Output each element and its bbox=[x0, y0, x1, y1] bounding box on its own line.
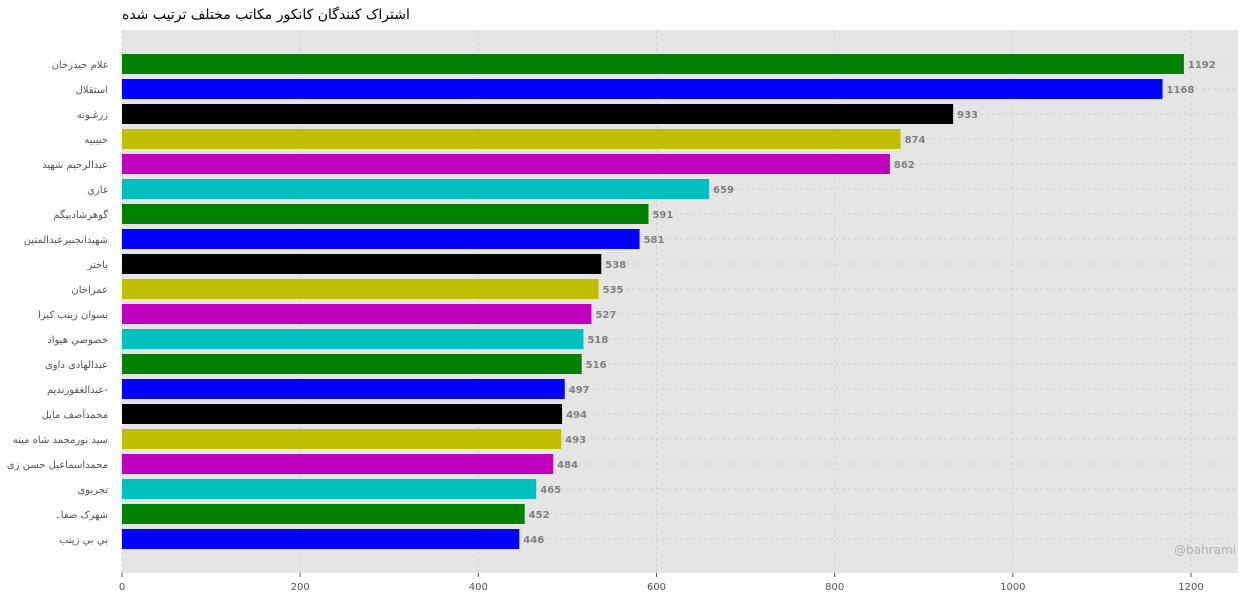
value-label: 518 bbox=[587, 335, 608, 346]
category-label: عبدالغفورندیم- bbox=[47, 385, 108, 396]
value-label: 494 bbox=[566, 410, 587, 421]
value-label: 465 bbox=[540, 485, 561, 496]
category-label: محمدآصف مایل bbox=[42, 408, 108, 421]
value-label: 516 bbox=[586, 360, 607, 371]
value-label: 862 bbox=[894, 160, 915, 171]
category-label: نسوان زینب کبرا bbox=[38, 310, 108, 321]
x-tick-label: 200 bbox=[291, 582, 310, 593]
value-label: 484 bbox=[557, 460, 578, 471]
category-label: غازي bbox=[87, 185, 108, 196]
value-label: 659 bbox=[713, 185, 734, 196]
bar bbox=[122, 279, 599, 299]
value-labels: 1192 1168 933 874 862 659 591 581 538 535 527 518 51… bbox=[523, 60, 1215, 546]
value-label: 527 bbox=[595, 310, 616, 321]
bar bbox=[122, 504, 525, 524]
value-label: 1192 bbox=[1188, 60, 1216, 71]
category-label: شهرک صفا۔ bbox=[55, 510, 108, 521]
x-tick-label: 1200 bbox=[1178, 582, 1203, 593]
bar bbox=[122, 204, 649, 224]
bar bbox=[122, 329, 584, 349]
category-label: زرغـونه bbox=[77, 110, 108, 121]
category-label: محمداسماعیل حسن زی bbox=[7, 460, 108, 471]
value-label: 446 bbox=[523, 535, 544, 546]
bar bbox=[122, 379, 565, 399]
bar bbox=[122, 479, 537, 499]
x-tick-label: 800 bbox=[825, 582, 844, 593]
chart-title: اشتراک کنندگان کانکور مکاتب مختلف ترتیب … bbox=[122, 6, 410, 23]
value-label: 591 bbox=[652, 210, 673, 221]
category-label: تجربوی bbox=[77, 485, 108, 496]
bar bbox=[122, 404, 563, 424]
bars bbox=[122, 54, 1184, 549]
category-label: استقلال bbox=[76, 85, 108, 96]
bar bbox=[122, 129, 901, 149]
category-label: سید نورمحمد شاه مینه bbox=[13, 435, 108, 446]
bar bbox=[122, 529, 520, 549]
category-label: شهیدانجنیرعبدالمتین bbox=[24, 235, 108, 246]
x-axis-ticks: 0 200 400 600 800 1000 1200 bbox=[119, 573, 1204, 593]
value-label: 535 bbox=[603, 285, 624, 296]
x-tick-label: 600 bbox=[647, 582, 666, 593]
bar bbox=[122, 79, 1163, 99]
category-label: باختر bbox=[86, 260, 108, 271]
bar bbox=[122, 154, 890, 174]
category-label: عمراخان bbox=[71, 285, 108, 296]
bar bbox=[122, 429, 562, 449]
bar bbox=[122, 229, 640, 249]
value-label: 538 bbox=[605, 260, 626, 271]
value-label: 933 bbox=[957, 110, 978, 121]
category-label: حبیبیه bbox=[84, 135, 108, 146]
category-label: عبدالرحیم شهید bbox=[42, 160, 108, 171]
bar bbox=[122, 179, 710, 199]
value-label: 497 bbox=[569, 385, 590, 396]
bar bbox=[122, 304, 592, 324]
category-label: خصوصي هیواد bbox=[47, 335, 108, 346]
category-label: بي بي زینب bbox=[59, 535, 108, 546]
category-label: گوهرشادبیگم bbox=[53, 209, 108, 221]
category-labels: غلام حیدرخان استقلال زرغـونه حبیبیه عبدالرحی… bbox=[7, 60, 109, 546]
bar bbox=[122, 454, 554, 474]
value-label: 493 bbox=[565, 435, 586, 446]
category-label: غلام حیدرخان bbox=[52, 60, 108, 71]
bar bbox=[122, 254, 602, 274]
bar bbox=[122, 104, 954, 124]
value-label: 452 bbox=[529, 510, 550, 521]
bar bbox=[122, 54, 1184, 74]
watermark: @bahrami bbox=[1174, 543, 1236, 557]
value-label: 1168 bbox=[1166, 85, 1194, 96]
category-label: عبدالهادی داوی bbox=[45, 360, 108, 371]
x-tick-label: 400 bbox=[469, 582, 488, 593]
x-tick-label: 0 bbox=[119, 582, 125, 593]
value-label: 874 bbox=[905, 135, 926, 146]
x-tick-label: 1000 bbox=[1000, 582, 1025, 593]
bar bbox=[122, 354, 582, 374]
value-label: 581 bbox=[644, 235, 665, 246]
